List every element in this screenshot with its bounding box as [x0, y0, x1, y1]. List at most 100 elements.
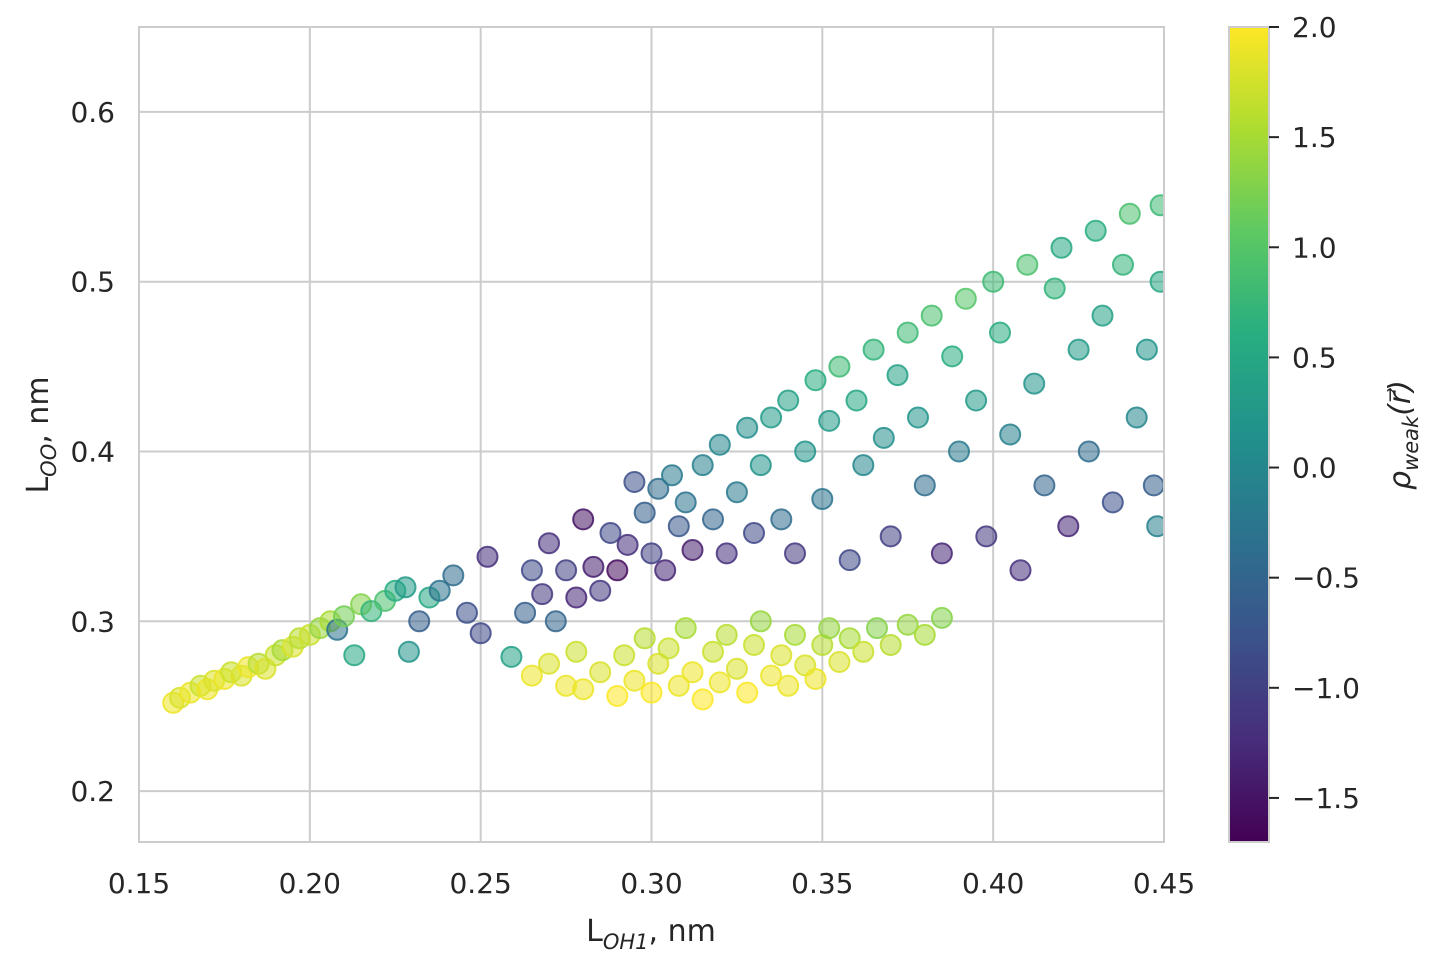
data-point	[828, 355, 851, 378]
data-point	[565, 640, 588, 663]
x-axis-title-suffix: , nm	[649, 914, 716, 949]
data-point	[913, 474, 936, 497]
data-point	[784, 623, 806, 646]
data-point	[1067, 338, 1090, 361]
data-point	[616, 533, 639, 556]
data-point	[896, 321, 919, 344]
data-point	[818, 617, 841, 640]
data-point	[886, 364, 909, 387]
data-point	[442, 564, 465, 587]
x-axis-ticks: 0.15 0.20 0.25 0.30 0.35 0.40 0.45	[108, 867, 1195, 900]
data-point	[702, 508, 724, 531]
data-point	[948, 440, 970, 463]
data-point	[691, 688, 714, 711]
data-point	[1101, 491, 1124, 514]
data-point	[613, 644, 636, 667]
y-axis-title-sub: OO	[37, 444, 61, 477]
data-point	[394, 576, 417, 599]
data-point	[838, 627, 861, 650]
data-point	[544, 610, 567, 633]
x-tick-label: 0.15	[108, 867, 170, 900]
data-point	[760, 664, 783, 687]
data-point	[702, 640, 724, 663]
grid-lines	[138, 27, 1165, 842]
data-point	[811, 488, 834, 510]
y-tick-label: 0.6	[70, 96, 115, 129]
x-tick-label: 0.30	[620, 867, 682, 900]
data-point	[428, 579, 451, 602]
x-tick-label: 0.25	[449, 867, 511, 900]
data-point	[725, 481, 748, 504]
data-point	[667, 674, 690, 697]
data-points	[162, 194, 1164, 714]
data-point	[1057, 515, 1080, 538]
data-point	[408, 610, 431, 633]
data-point	[770, 508, 793, 531]
data-point	[1033, 474, 1056, 497]
data-point	[397, 640, 420, 663]
x-tick-label: 0.20	[279, 867, 341, 900]
data-point	[691, 454, 714, 477]
data-point	[838, 549, 861, 572]
data-point	[725, 657, 748, 680]
data-point	[606, 559, 629, 582]
data-point	[879, 634, 902, 656]
data-point	[852, 640, 875, 663]
data-point	[333, 605, 355, 628]
data-point	[872, 426, 895, 449]
data-point	[1091, 304, 1114, 327]
colorbar-tick-label: 0.5	[1292, 341, 1337, 374]
data-point	[520, 664, 543, 687]
data-point	[1084, 219, 1107, 242]
data-point	[647, 652, 670, 675]
data-point	[674, 491, 697, 514]
data-point	[589, 579, 612, 602]
y-axis-title: LOO, nm	[21, 376, 61, 493]
colorbar-title: ρweak(r⃗)	[1383, 380, 1423, 490]
colorbar-tick-label: 1.5	[1292, 121, 1337, 154]
colorbar-tick-label: −0.5	[1292, 562, 1360, 595]
data-point	[1016, 253, 1039, 276]
x-axis-title-sub: OH1	[603, 930, 649, 954]
y-tick-label: 0.2	[70, 775, 115, 808]
data-point	[989, 321, 1011, 344]
y-tick-label: 0.5	[70, 266, 115, 299]
y-axis-title-main: L	[21, 477, 56, 494]
data-point	[941, 345, 964, 368]
x-axis-title-main: L	[586, 914, 603, 949]
data-point	[982, 270, 1005, 293]
data-point	[572, 508, 595, 531]
data-point	[749, 454, 772, 477]
data-point	[681, 539, 704, 561]
data-point	[565, 586, 588, 609]
data-point	[476, 545, 499, 568]
data-point	[818, 409, 841, 432]
colorbar-title-arg: (r⃗)	[1383, 380, 1418, 416]
y-axis-title-suffix: , nm	[21, 376, 56, 443]
data-point	[804, 369, 827, 392]
colorbar-gradient	[1228, 26, 1270, 843]
plot-frame	[138, 26, 1165, 843]
data-point	[784, 542, 806, 565]
data-point	[743, 634, 765, 656]
data-point	[862, 338, 885, 361]
data-point	[770, 644, 793, 667]
data-point	[866, 617, 888, 640]
data-point	[920, 304, 943, 327]
colorbar-tick-label: −1.5	[1292, 782, 1360, 815]
colorbar-tick-label: 0.0	[1292, 452, 1337, 485]
x-axis-title: LOH1, nm	[586, 914, 716, 954]
data-point	[715, 542, 738, 565]
data-point	[965, 389, 988, 412]
data-point	[681, 661, 704, 684]
data-point	[804, 668, 827, 690]
x-tick-label: 0.40	[962, 867, 1024, 900]
colorbar-ticks: 2.0 1.5 1.0 0.5 0.0 −0.5 −1.0 −1.5	[1269, 11, 1360, 815]
data-point	[913, 623, 936, 646]
data-point	[1050, 236, 1073, 259]
data-point	[500, 645, 523, 668]
colorbar-title-main: ρ	[1383, 471, 1418, 490]
data-point	[667, 515, 690, 538]
data-point	[531, 583, 554, 606]
data-point	[1125, 406, 1148, 429]
